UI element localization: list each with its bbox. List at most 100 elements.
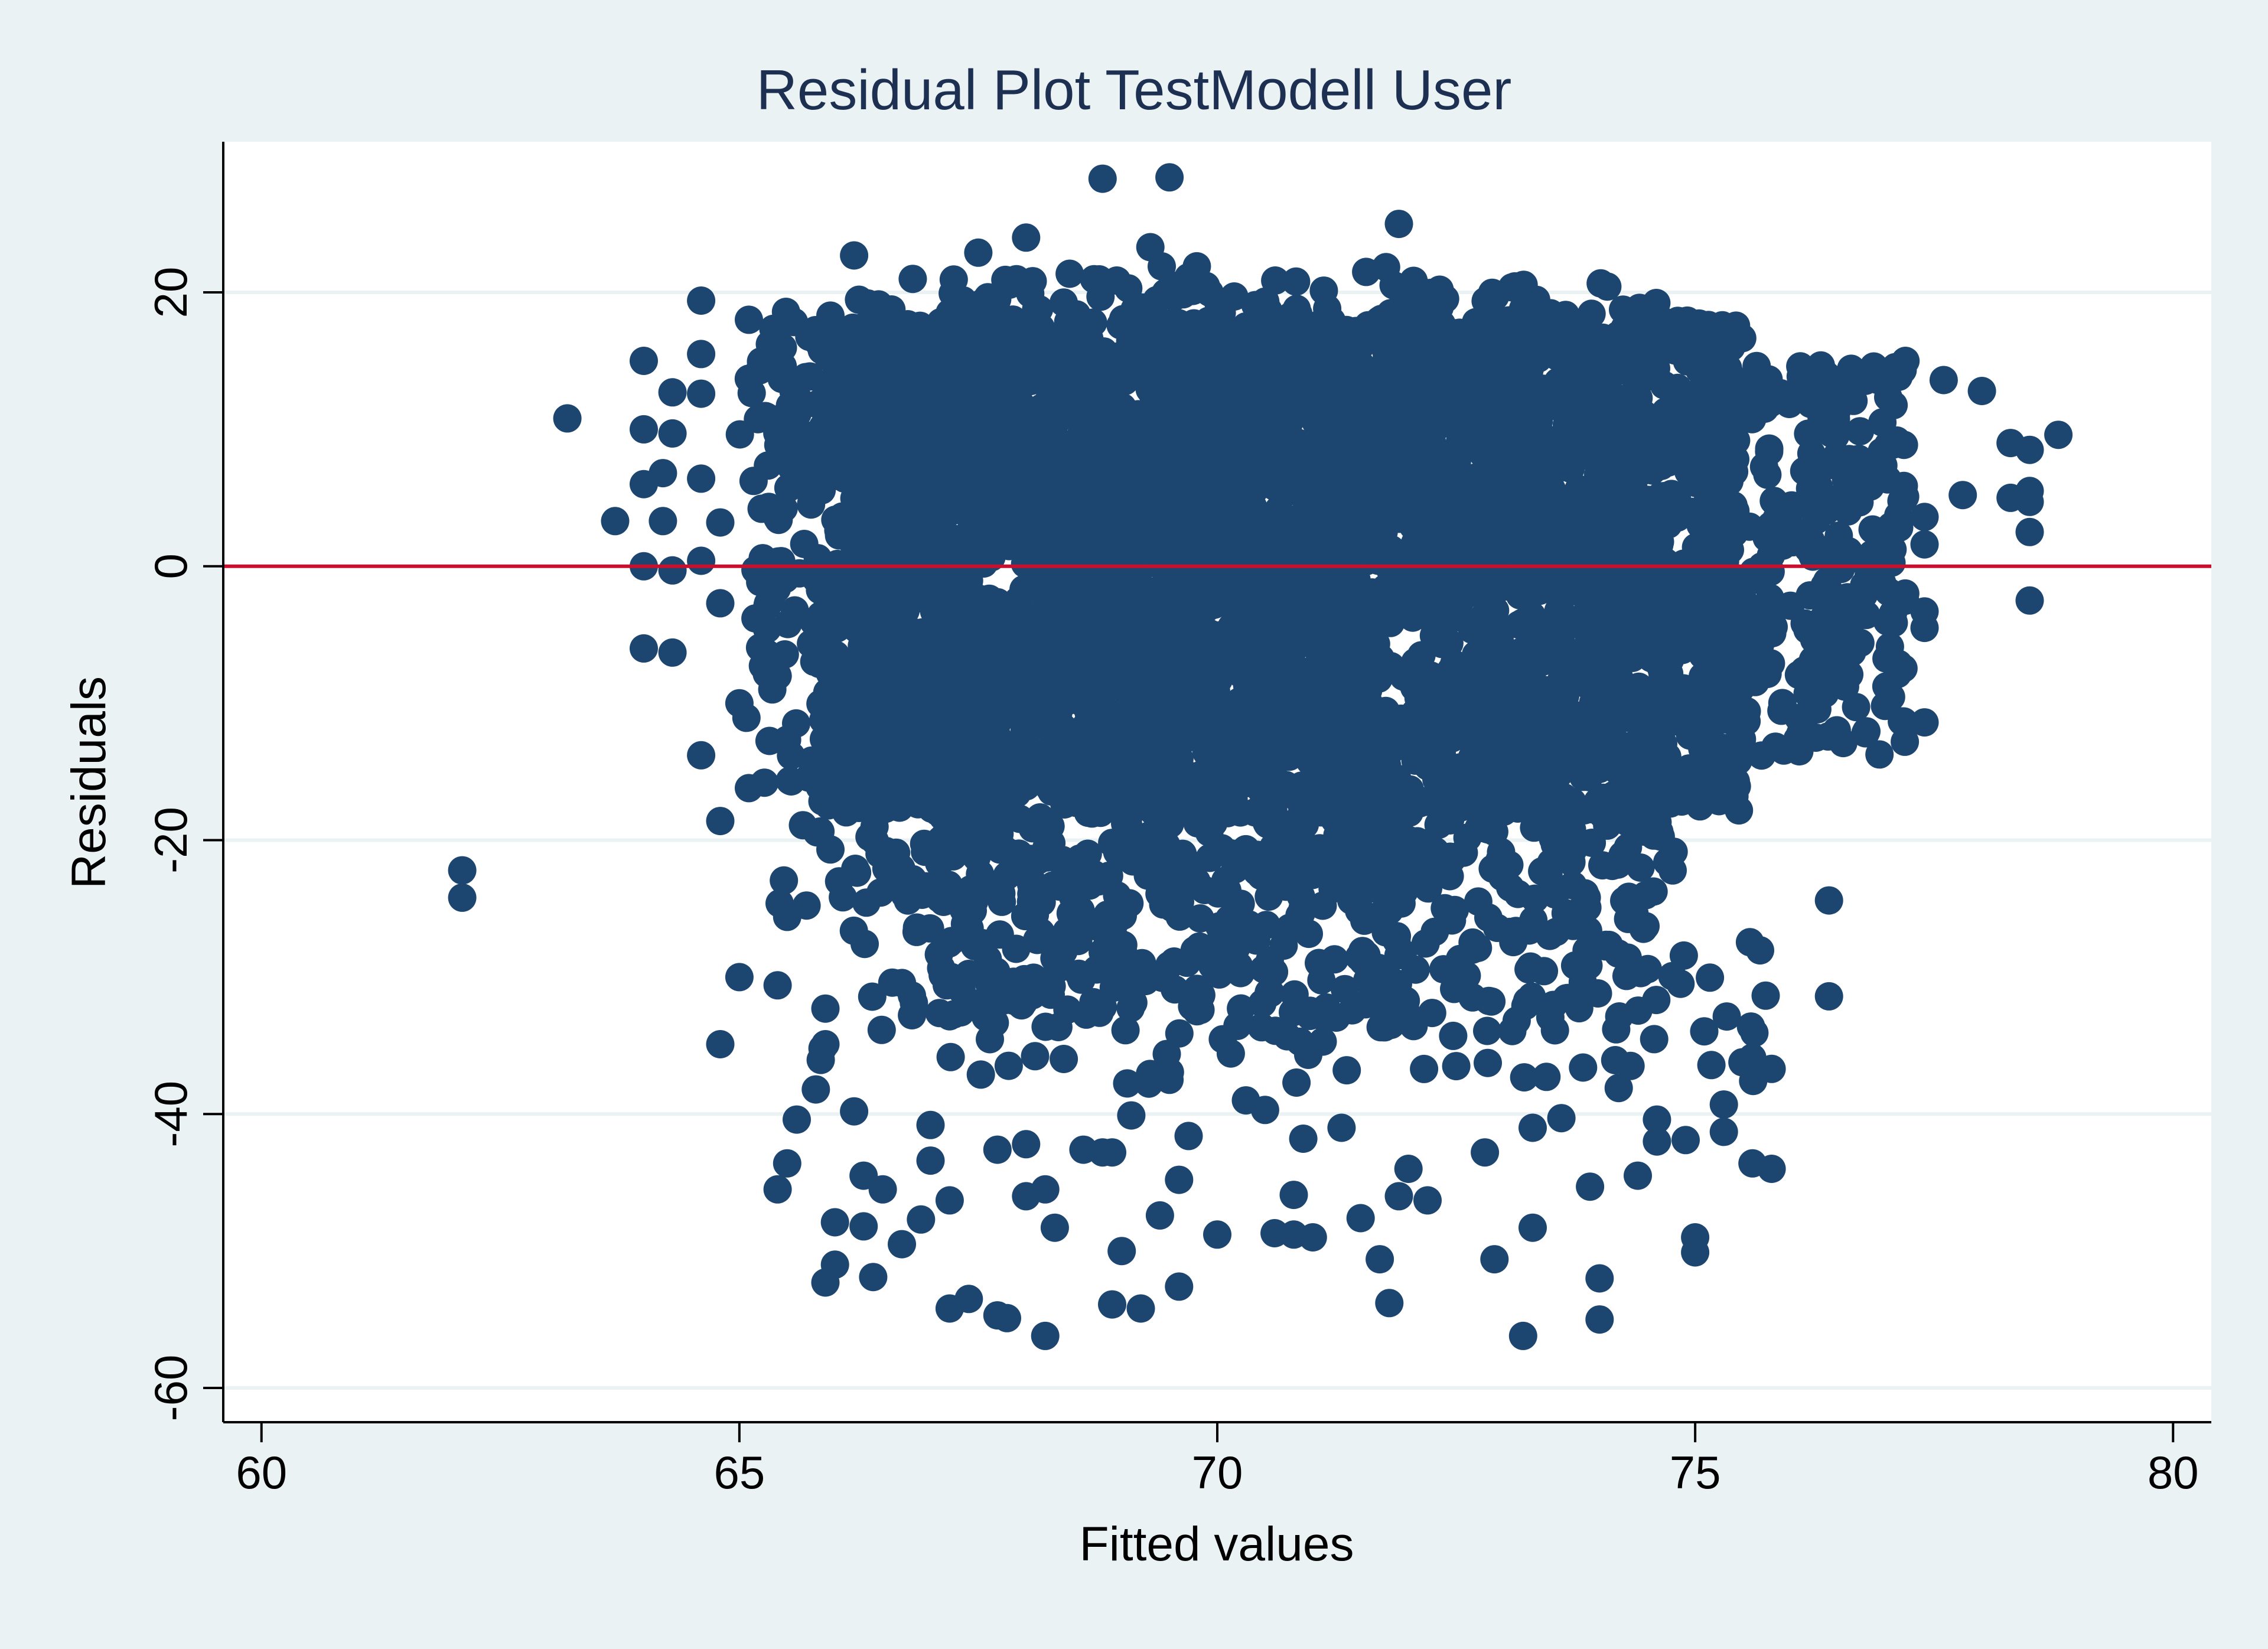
data-point [1301,846,1330,875]
data-point [851,683,880,712]
data-point [951,634,980,663]
data-point [1351,990,1380,1019]
data-point [797,629,826,658]
data-point [1023,925,1052,954]
data-point [1801,724,1830,752]
data-point [1821,421,1850,450]
data-point [1313,294,1342,323]
data-point [1253,454,1282,483]
data-point [1199,809,1228,837]
data-point [1553,439,1582,468]
data-point [1215,787,1243,816]
data-point [1498,640,1527,669]
data-point [1846,417,1875,446]
data-point [1438,683,1467,712]
data-point [1267,374,1296,403]
data-point [1586,269,1615,298]
data-point [1109,527,1138,556]
data-point [1832,453,1860,481]
data-point [1604,939,1632,968]
data-point [1851,366,1880,395]
data-point [630,347,658,375]
data-point [872,837,901,865]
data-point [1400,698,1429,727]
data-point [925,999,954,1028]
data-point [1202,663,1231,692]
data-point [1195,843,1224,872]
data-point [1336,871,1365,900]
data-point [1282,1068,1311,1097]
data-point [1304,360,1332,389]
data-point [771,565,800,594]
data-point [1829,729,1858,758]
data-point [1102,266,1131,295]
data-point [1645,527,1674,556]
data-point [1420,917,1449,946]
data-point [990,835,1018,863]
data-point [1089,337,1118,366]
data-point [1401,648,1429,677]
data-point [775,391,804,420]
data-point [987,879,1016,908]
data-point [1347,402,1376,431]
data-point [448,883,477,912]
data-point [1120,295,1149,324]
data-point [869,660,898,689]
data-point [1658,962,1687,990]
data-point [975,536,1004,565]
data-point [1878,511,1907,540]
data-point [874,750,903,779]
data-point [937,878,966,907]
data-point [1208,1025,1237,1054]
data-point [1421,761,1450,790]
data-point [1494,392,1523,421]
data-point [1055,570,1083,599]
data-point [1119,633,1148,661]
data-point [1461,432,1490,461]
data-point [860,812,889,841]
data-point [1005,735,1034,764]
data-point [1383,922,1412,951]
data-point [967,686,996,715]
data-point [838,391,867,420]
data-point [1067,965,1096,994]
data-point [1065,334,1094,362]
data-point [994,1051,1023,1080]
data-point [1188,323,1217,352]
data-point [1809,392,1838,421]
data-point [848,640,877,669]
data-point [1309,406,1338,435]
data-point [1137,322,1166,351]
data-point [1721,445,1749,474]
data-point [1295,1002,1324,1031]
data-point [1055,259,1084,288]
data-point [1574,563,1602,592]
data-point [1111,1016,1140,1045]
data-point [1340,594,1368,623]
data-point [1546,689,1575,718]
data-point [1775,390,1804,418]
data-point [1054,307,1083,336]
data-point [1692,492,1720,520]
data-point [1477,987,1506,1016]
data-point [1697,1051,1726,1080]
data-point [1510,685,1539,714]
data-point [1152,1039,1181,1068]
data-point [1409,489,1438,518]
data-point [1252,524,1280,553]
data-point [1669,609,1698,638]
data-point [1003,597,1032,625]
data-point [1732,396,1761,425]
data-point [999,967,1028,996]
data-point [770,866,799,895]
data-point [946,998,975,1027]
data-point [1288,529,1317,558]
data-point [1030,670,1059,699]
data-point [925,363,954,392]
data-point [1392,401,1420,430]
data-point [1166,638,1195,667]
data-point [1438,845,1467,874]
data-point [1280,980,1309,1009]
data-point [1248,989,1277,1018]
data-point [1400,442,1429,471]
